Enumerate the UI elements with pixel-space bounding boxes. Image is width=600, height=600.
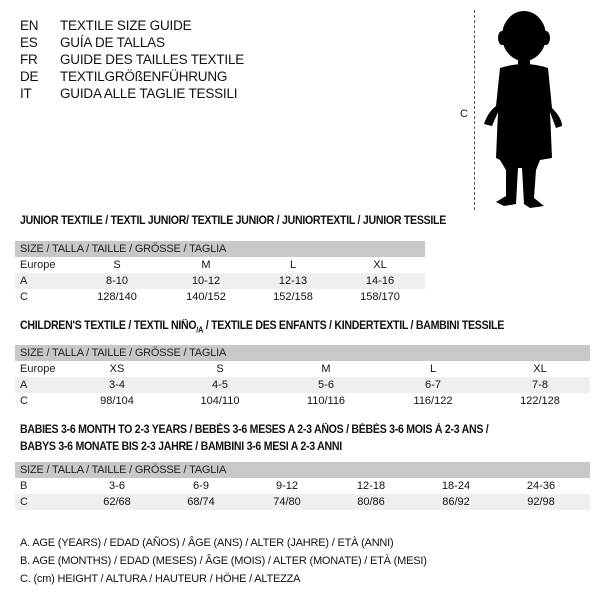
size-header: SIZE / TALLA / TAILLE / GRÖSSE / TAGLIA [15, 241, 425, 257]
babies-section-title-line1: BABIES 3-6 MONTH TO 2-3 YEARS / BEBÉS 3-… [20, 424, 489, 436]
size-header: SIZE / TALLA / TAILLE / GRÖSSE / TAGLIA [15, 462, 590, 478]
junior-section-title: JUNIOR TEXTILE / TEXTIL JUNIOR/ TEXTILE … [20, 215, 447, 227]
table-cell: 6-7 [425, 379, 441, 391]
table-cell: 128/140 [97, 291, 137, 303]
height-measure-line [474, 10, 475, 210]
legend-item: B. AGE (MONTHS) / EDAD (MESES) / ÂGE (MO… [20, 555, 427, 567]
language-code: DE [20, 69, 39, 84]
table-cell: XL [373, 259, 387, 271]
legend-item: C. (cm) HEIGHT / ALTURA / HAUTEUR / HÖHE… [20, 573, 301, 585]
table-cell: M [201, 259, 211, 271]
height-measure-label: C [460, 108, 468, 120]
table-cell: 8-10 [105, 275, 129, 287]
language-code: ES [20, 35, 38, 50]
table-row: C 128/140 140/152 152/158 158/170 [15, 289, 425, 305]
children-section-title: CHILDREN'S TEXTILE / TEXTIL NIÑO/A / TEX… [20, 320, 505, 335]
language-code: IT [20, 86, 32, 101]
junior-size-table: SIZE / TALLA / TAILLE / GRÖSSE / TAGLIA … [15, 241, 425, 305]
table-cell: 4-5 [212, 379, 228, 391]
table-row: A 3-4 4-5 5-6 6-7 7-8 [15, 377, 590, 393]
table-cell: M [321, 363, 331, 375]
row-label: Europe [20, 259, 56, 271]
table-cell: 7-8 [532, 379, 548, 391]
table-cell: 62/68 [103, 496, 131, 508]
table-cell: L [429, 363, 437, 375]
table-cell: 80/86 [357, 496, 385, 508]
row-label: C [20, 496, 28, 508]
table-cell: 18-24 [441, 480, 471, 492]
size-header: SIZE / TALLA / TAILLE / GRÖSSE / TAGLIA [15, 345, 590, 361]
row-label: C [20, 291, 28, 303]
table-cell: 68/74 [187, 496, 215, 508]
row-label: Europe [20, 363, 56, 375]
table-row: A 8-10 10-12 12-13 14-16 [15, 273, 425, 289]
row-label: A [20, 379, 28, 391]
language-title: TEXTILE SIZE GUIDE [60, 18, 192, 33]
table-cell: 122/128 [520, 395, 560, 407]
table-cell: 74/80 [273, 496, 301, 508]
table-cell: 5-6 [318, 379, 334, 391]
table-row: Europe XS S M L XL [15, 361, 590, 377]
table-cell: 140/152 [186, 291, 226, 303]
babies-size-table: SIZE / TALLA / TAILLE / GRÖSSE / TAGLIA … [15, 462, 590, 510]
table-row: B 3-6 6-9 9-12 12-18 18-24 24-36 [15, 478, 590, 494]
table-cell: L [289, 259, 297, 271]
table-cell: 110/116 [306, 395, 346, 407]
table-cell: 158/170 [360, 291, 400, 303]
table-cell: 12-18 [356, 480, 386, 492]
table-cell: 24-36 [526, 480, 556, 492]
table-cell: XS [109, 363, 125, 375]
legend-item: A. AGE (YEARS) / EDAD (AÑOS) / ÂGE (ANS)… [20, 537, 394, 549]
table-row: C 62/68 68/74 74/80 80/86 86/92 92/98 [15, 494, 590, 510]
table-cell: 6-9 [193, 480, 209, 492]
language-title: GUIDE DES TAILLES TEXTILE [60, 52, 245, 67]
row-label: C [20, 395, 28, 407]
language-title: TEXTILGRÖßENFÜHRUNG [60, 69, 228, 84]
table-cell: 104/110 [200, 395, 240, 407]
table-cell: 86/92 [442, 496, 470, 508]
table-cell: 14-16 [365, 275, 395, 287]
table-cell: XL [533, 363, 547, 375]
table-cell: 116/122 [413, 395, 453, 407]
table-cell: 152/158 [273, 291, 313, 303]
language-title: GUIDA ALLE TAGLIE TESSILI [60, 86, 238, 101]
children-size-table: SIZE / TALLA / TAILLE / GRÖSSE / TAGLIA … [15, 345, 590, 409]
table-cell: 3-4 [109, 379, 125, 391]
table-cell: S [216, 363, 224, 375]
table-cell: 92/98 [527, 496, 555, 508]
language-title: GUÍA DE TALLAS [60, 35, 165, 50]
table-cell: 10-12 [191, 275, 221, 287]
table-row: Europe S M L XL [15, 257, 425, 273]
row-label: A [20, 275, 28, 287]
child-silhouette-icon [484, 11, 562, 208]
table-cell: 98/104 [100, 395, 134, 407]
language-code: FR [20, 52, 38, 67]
babies-section-title-line2: BABYS 3-6 MONATE BIS 2-3 JAHRE / BAMBINI… [20, 441, 342, 453]
language-code: EN [20, 18, 39, 33]
table-cell: S [113, 259, 121, 271]
table-cell: 3-6 [109, 480, 125, 492]
row-label: B [20, 480, 28, 492]
table-row: C 98/104 104/110 110/116 116/122 122/128 [15, 393, 590, 409]
table-cell: 12-13 [278, 275, 308, 287]
table-cell: 9-12 [275, 480, 299, 492]
